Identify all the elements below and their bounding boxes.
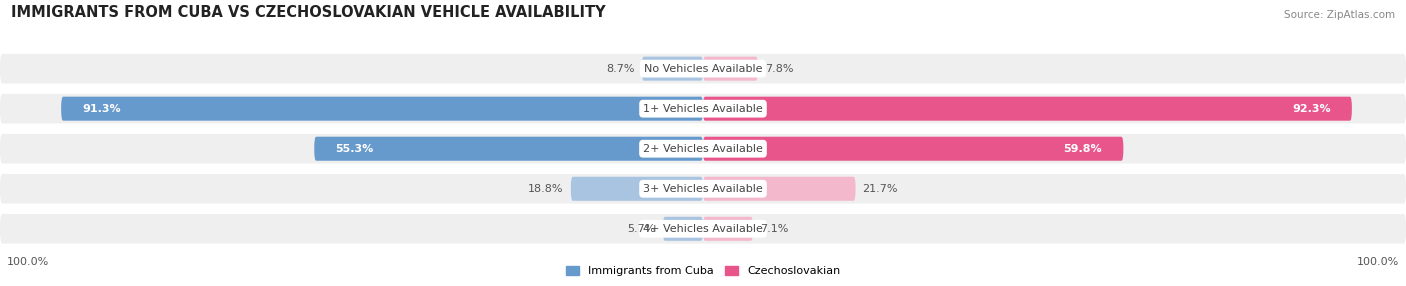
FancyBboxPatch shape: [703, 97, 1353, 121]
FancyBboxPatch shape: [0, 54, 1406, 84]
FancyBboxPatch shape: [0, 174, 1406, 204]
FancyBboxPatch shape: [60, 97, 703, 121]
Text: 59.8%: 59.8%: [1064, 144, 1102, 154]
Text: 2+ Vehicles Available: 2+ Vehicles Available: [643, 144, 763, 154]
FancyBboxPatch shape: [0, 94, 1406, 124]
Text: IMMIGRANTS FROM CUBA VS CZECHOSLOVAKIAN VEHICLE AVAILABILITY: IMMIGRANTS FROM CUBA VS CZECHOSLOVAKIAN …: [11, 5, 606, 20]
Text: 55.3%: 55.3%: [336, 144, 374, 154]
FancyBboxPatch shape: [703, 57, 758, 81]
Text: 7.8%: 7.8%: [765, 64, 793, 74]
Text: 7.1%: 7.1%: [759, 224, 789, 234]
FancyBboxPatch shape: [664, 217, 703, 241]
Text: 3+ Vehicles Available: 3+ Vehicles Available: [643, 184, 763, 194]
Text: 1+ Vehicles Available: 1+ Vehicles Available: [643, 104, 763, 114]
FancyBboxPatch shape: [0, 214, 1406, 244]
FancyBboxPatch shape: [643, 57, 703, 81]
FancyBboxPatch shape: [315, 137, 703, 161]
Text: 91.3%: 91.3%: [82, 104, 121, 114]
FancyBboxPatch shape: [703, 177, 855, 201]
Text: 8.7%: 8.7%: [606, 64, 636, 74]
FancyBboxPatch shape: [571, 177, 703, 201]
Text: 100.0%: 100.0%: [7, 257, 49, 267]
Text: No Vehicles Available: No Vehicles Available: [644, 64, 762, 74]
Text: 18.8%: 18.8%: [529, 184, 564, 194]
Text: 5.7%: 5.7%: [627, 224, 655, 234]
Text: Source: ZipAtlas.com: Source: ZipAtlas.com: [1284, 10, 1395, 20]
Text: 100.0%: 100.0%: [1357, 257, 1399, 267]
FancyBboxPatch shape: [703, 217, 754, 241]
FancyBboxPatch shape: [0, 134, 1406, 164]
Text: 92.3%: 92.3%: [1292, 104, 1330, 114]
Text: 4+ Vehicles Available: 4+ Vehicles Available: [643, 224, 763, 234]
FancyBboxPatch shape: [703, 137, 1123, 161]
Legend: Immigrants from Cuba, Czechoslovakian: Immigrants from Cuba, Czechoslovakian: [561, 261, 845, 281]
Text: 21.7%: 21.7%: [863, 184, 898, 194]
